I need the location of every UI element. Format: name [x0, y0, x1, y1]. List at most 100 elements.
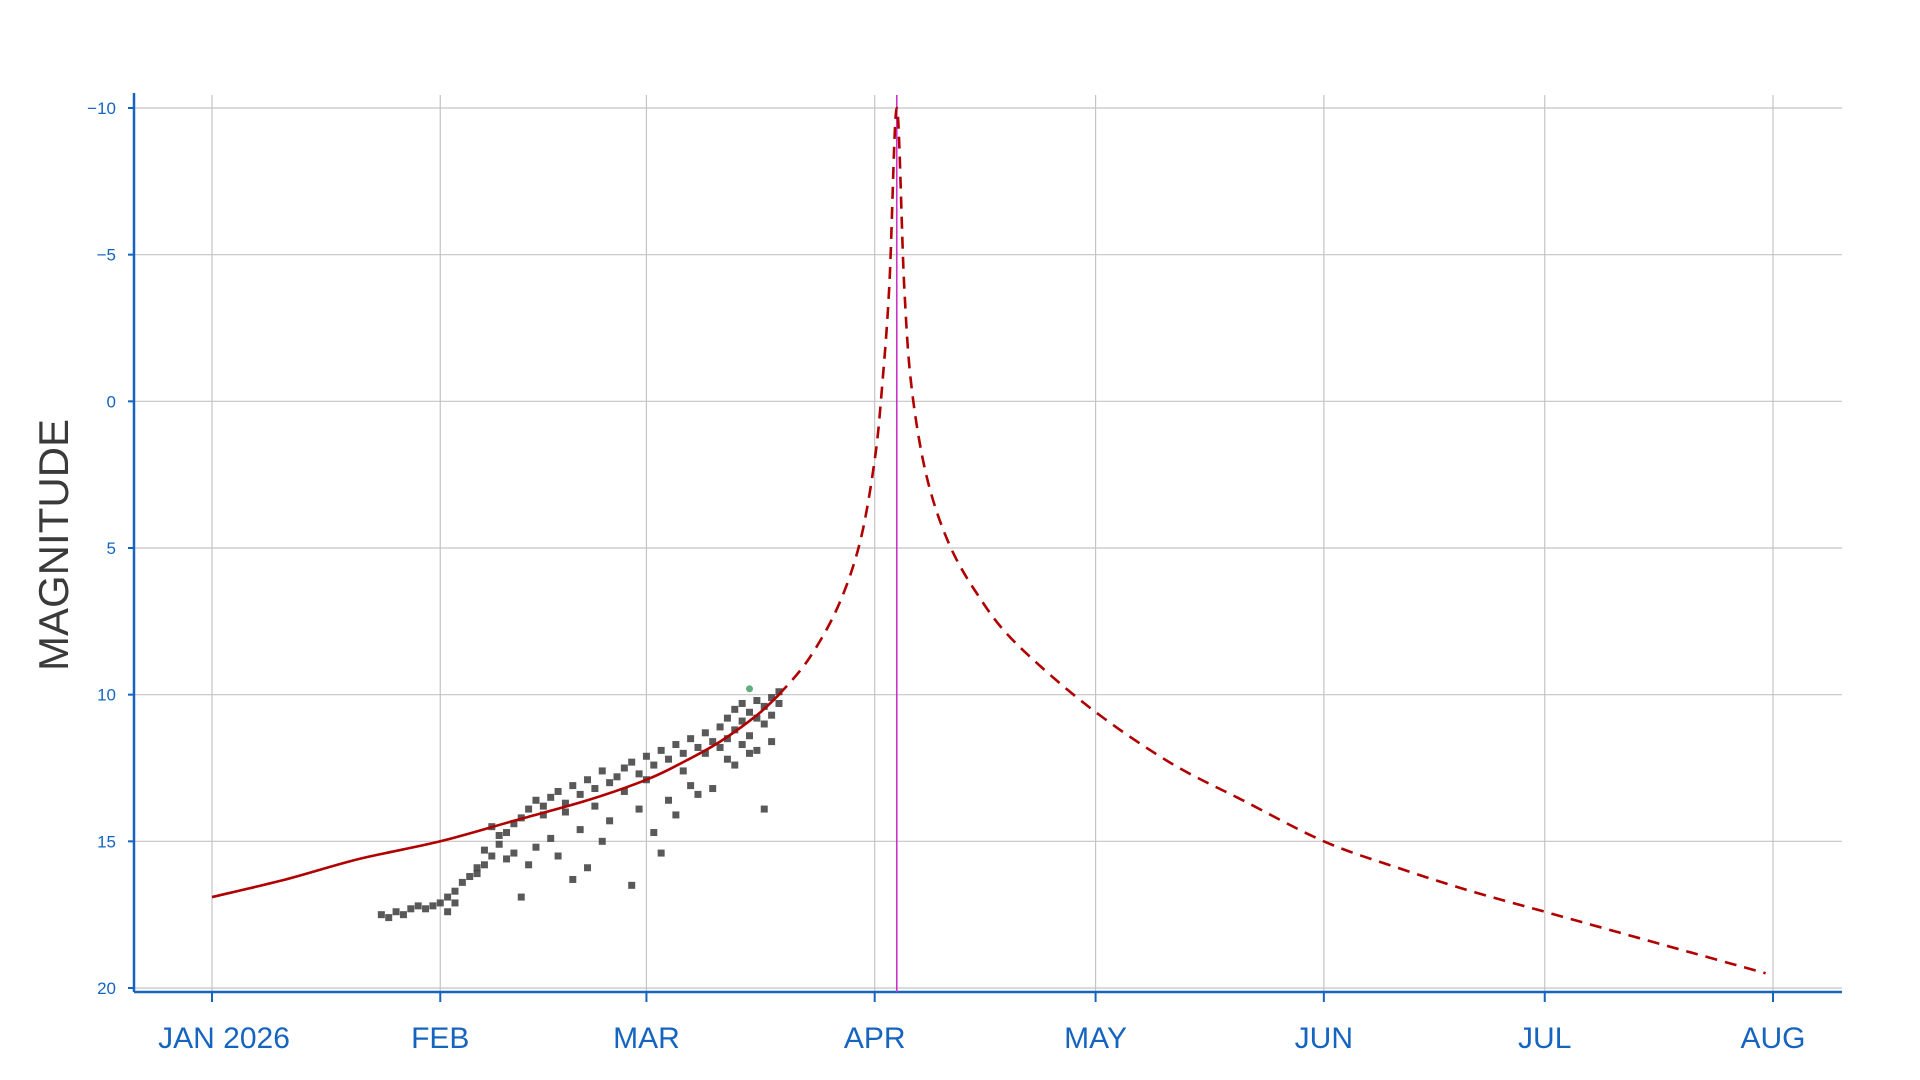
x-tick-label: AUG	[1740, 1022, 1805, 1055]
observation-point	[598, 767, 606, 775]
observation-point	[628, 881, 636, 889]
observation-point	[532, 843, 540, 851]
observation-point	[495, 840, 503, 848]
x-tick-label: JAN 2026	[158, 1022, 290, 1055]
observation-point	[657, 849, 665, 857]
observation-point	[503, 855, 511, 863]
observation-point	[731, 705, 739, 713]
observation-point	[399, 911, 407, 919]
observation-point	[488, 852, 496, 860]
observation-point	[738, 741, 746, 749]
observation-point	[436, 899, 444, 907]
observation-point	[768, 694, 776, 702]
y-tick-label: −10	[87, 99, 116, 118]
observation-point	[613, 773, 621, 781]
observation-point	[554, 852, 562, 860]
predicted-magnitude-curve	[778, 106, 1766, 975]
observation-point	[701, 729, 709, 737]
observation-point	[723, 755, 731, 763]
observation-point	[760, 720, 768, 728]
observation-point	[665, 796, 673, 804]
observation-point	[701, 749, 709, 757]
y-axis-label: MAGNITUDE	[30, 419, 77, 671]
light-curve-group	[211, 106, 1766, 975]
observation-point	[694, 743, 702, 751]
observation-point	[635, 805, 643, 813]
x-tick-label: JUN	[1295, 1022, 1353, 1055]
observation-point	[768, 738, 776, 746]
observation-point	[760, 702, 768, 710]
observation-point	[598, 837, 606, 845]
observation-point	[466, 873, 474, 881]
observation-point	[539, 802, 547, 810]
observation-point	[679, 749, 687, 757]
observation-point	[642, 752, 650, 760]
observation-point	[753, 697, 761, 705]
axes	[128, 93, 1842, 1002]
observation-point	[635, 770, 643, 778]
observation-point	[517, 893, 525, 901]
observation-point	[561, 799, 569, 807]
x-tick-label: MAY	[1064, 1022, 1127, 1055]
x-tick-label: APR	[844, 1022, 906, 1055]
observation-point	[503, 829, 511, 837]
observation-point	[444, 893, 452, 901]
observation-point	[768, 711, 776, 719]
observation-point	[775, 699, 783, 707]
observation-point	[657, 746, 665, 754]
observation-point	[628, 758, 636, 766]
observation-point	[451, 887, 459, 895]
observation-point	[650, 829, 658, 837]
observation-point	[480, 861, 488, 869]
x-tick-labels: JAN 2026 FEB MAR APR MAY JUN JUL AUG	[158, 1022, 1805, 1055]
observation-point	[694, 790, 702, 798]
observation-point	[650, 761, 658, 769]
observation-point	[569, 875, 577, 883]
observations-group	[377, 685, 783, 922]
observation-point	[510, 820, 518, 828]
observation-point	[444, 908, 452, 916]
y-tick-label: 20	[97, 979, 116, 998]
y-tick-label: 10	[97, 686, 116, 705]
observation-point	[687, 735, 695, 743]
observation-point	[716, 723, 724, 731]
observation-point	[731, 761, 739, 769]
observation-point	[746, 732, 754, 740]
observation-point	[458, 878, 466, 886]
x-tick-label: MAR	[613, 1022, 680, 1055]
observation-point	[753, 714, 761, 722]
observation-point	[709, 785, 717, 793]
y-tick-label: 5	[107, 539, 116, 558]
observation-point	[429, 902, 437, 910]
y-tick-labels: −10 −5 0 5 10 15 20	[87, 99, 116, 998]
observation-point	[584, 864, 592, 872]
observation-point	[525, 805, 533, 813]
observation-point	[591, 785, 599, 793]
observation-point	[377, 911, 385, 919]
observation-point	[665, 755, 673, 763]
observation-point	[510, 849, 518, 857]
observation-point	[606, 817, 614, 825]
observation-point	[576, 790, 584, 798]
observation-point	[385, 914, 393, 922]
observation-point	[753, 746, 761, 754]
highlighted-observation-point	[746, 685, 754, 693]
y-tick-label: 0	[107, 392, 116, 411]
observation-point	[738, 699, 746, 707]
observation-point	[738, 717, 746, 725]
observation-point	[569, 782, 577, 790]
observation-point	[723, 735, 731, 743]
x-tick-label: FEB	[411, 1022, 469, 1055]
observation-point	[775, 688, 783, 696]
observation-point	[532, 796, 540, 804]
x-tick-label: JUL	[1518, 1022, 1571, 1055]
observation-point	[723, 714, 731, 722]
observation-point	[547, 834, 555, 842]
observation-point	[495, 831, 503, 839]
observation-point	[561, 808, 569, 816]
observation-point	[716, 743, 724, 751]
observation-point	[414, 902, 422, 910]
observation-point	[746, 749, 754, 757]
